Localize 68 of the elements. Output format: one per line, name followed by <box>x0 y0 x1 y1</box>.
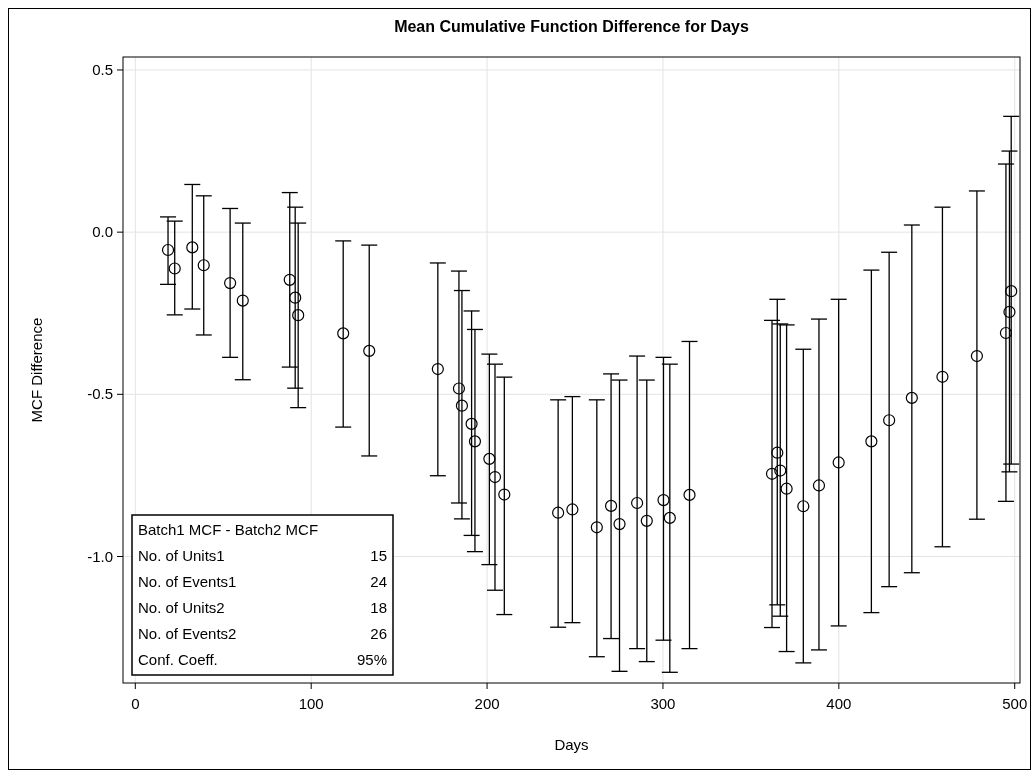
point <box>197 259 210 272</box>
point <box>552 506 565 519</box>
annotation: No. of Events1 <box>138 573 237 590</box>
point <box>832 456 845 469</box>
point <box>883 414 896 427</box>
y-tick-label: -1.0 <box>87 547 113 565</box>
point <box>283 273 296 286</box>
point <box>289 291 302 304</box>
annotation: Conf. Coeff. <box>138 651 218 668</box>
y-tick-label: 0.0 <box>92 223 113 241</box>
x-tick-label: 100 <box>298 695 324 712</box>
annotation: 18 <box>370 599 387 616</box>
point <box>483 452 496 465</box>
point <box>224 276 237 290</box>
point <box>566 503 579 516</box>
annotation: No. of Units1 <box>138 547 225 564</box>
point <box>774 464 787 477</box>
x-axis-title: Days <box>554 736 589 753</box>
point <box>455 399 469 412</box>
point <box>970 349 984 363</box>
annotation: No. of Units2 <box>138 599 225 616</box>
annotation: 15 <box>370 547 387 564</box>
chart-title: Mean Cumulative Function Difference for Days <box>394 18 749 35</box>
point <box>452 382 466 395</box>
annotation: Batch1 MCF - Batch2 MCF <box>138 521 319 538</box>
point <box>488 470 502 484</box>
point <box>657 493 670 507</box>
x-tick-label: 0 <box>131 695 140 712</box>
point <box>683 488 696 501</box>
annotation: 95% <box>356 651 387 668</box>
point <box>613 517 626 531</box>
y-axis-title: MCF Difference <box>28 317 45 423</box>
point <box>431 362 444 376</box>
point <box>498 488 511 501</box>
point <box>337 327 350 340</box>
point <box>465 417 478 430</box>
point <box>663 511 676 524</box>
point <box>1005 285 1018 298</box>
point <box>363 344 376 357</box>
point <box>186 241 199 254</box>
point <box>590 521 603 534</box>
point <box>631 496 644 510</box>
point <box>765 467 779 480</box>
annotation: No. of Events2 <box>138 625 237 642</box>
point <box>936 370 949 383</box>
annotation: 26 <box>370 625 387 642</box>
point <box>780 482 793 495</box>
point <box>236 294 249 307</box>
point <box>604 499 618 512</box>
point <box>292 309 305 322</box>
point <box>640 514 653 527</box>
y-tick-label: -0.5 <box>87 385 113 403</box>
point <box>161 243 175 257</box>
point <box>1003 305 1016 319</box>
x-tick-label: 300 <box>650 695 676 712</box>
point <box>999 326 1013 340</box>
point <box>771 446 784 459</box>
annotation: 24 <box>370 573 387 590</box>
x-tick-label: 500 <box>1002 695 1028 712</box>
point <box>168 262 181 275</box>
x-tick-label: 400 <box>826 695 852 712</box>
x-tick-label: 200 <box>474 695 500 712</box>
y-tick-label: 0.5 <box>92 60 113 78</box>
point <box>905 391 918 404</box>
point <box>812 479 826 492</box>
point <box>468 435 482 448</box>
point <box>865 435 878 448</box>
point <box>797 500 810 513</box>
